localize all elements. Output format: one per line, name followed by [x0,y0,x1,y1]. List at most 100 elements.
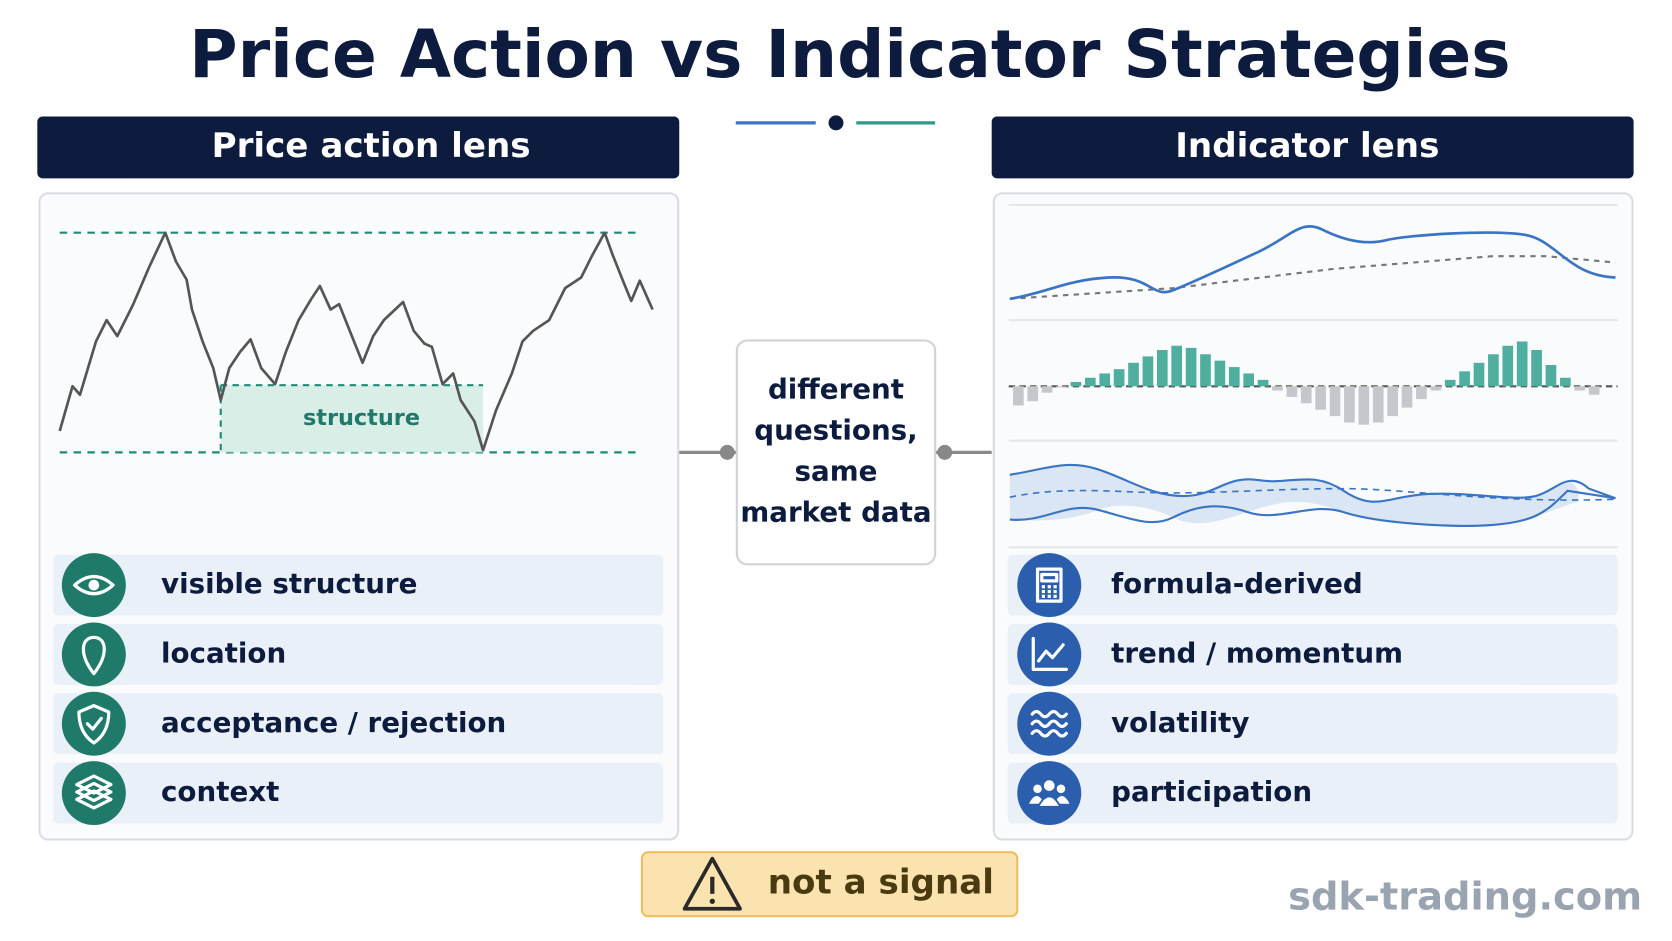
histogram-bar [1041,386,1053,393]
item-icon [61,691,126,756]
icon-glyph [1033,784,1042,794]
icon-glyph [1047,594,1051,598]
icon-glyph [75,781,113,803]
icon-glyph [1030,729,1068,738]
histogram-bar [1387,386,1398,417]
histogram-bar [1128,362,1139,387]
histogram-bar [1502,345,1514,387]
item-row [1007,624,1618,685]
icon-glyph [1053,585,1057,589]
center-text: different questions, same market data [740,373,931,529]
histogram-bar [1185,347,1197,387]
histogram-bar [1588,386,1600,395]
icon-glyph [1037,643,1065,663]
icon-glyph [1040,572,1059,583]
structure-zone [220,385,484,453]
icon-glyph [1031,636,1068,671]
icon-glyph [1053,589,1057,594]
histogram-bar [1084,377,1096,387]
histogram-bar [1171,345,1183,387]
divider-dot [828,115,844,131]
histogram-bar [1272,386,1283,391]
histogram-bar [1516,341,1528,387]
icon-glyph [77,704,111,745]
histogram-bar [1372,386,1384,423]
histogram-bar [1459,371,1470,387]
item-label: volatility [1111,706,1249,739]
icon-glyph [1047,589,1051,594]
title: Price Action vs Indicator Strategies [189,16,1510,93]
icon-glyph [1041,589,1045,594]
icon-glyph [1030,719,1068,728]
item-lists: visible structure location acceptance / re… [53,553,1618,826]
icon-glyph [89,645,99,655]
histogram-bar [1560,377,1571,387]
left-header [37,116,680,179]
price-line [58,231,654,452]
histogram-bar [1531,350,1542,387]
histogram-bar [1243,373,1254,387]
icon-glyph [85,716,103,731]
center-box [735,339,937,566]
histogram-bar [1228,367,1240,387]
histogram-bar [1329,386,1341,417]
item-row [53,624,664,685]
icon-glyph [1053,594,1057,598]
histogram-bar [1401,386,1413,408]
histogram-bar [1444,379,1456,387]
item-label: acceptance / rejection [161,706,506,739]
histogram-bar [1473,362,1485,387]
connector-dot [937,444,953,460]
item-icon [1017,761,1082,826]
right-header-text: Indicator lens [1175,126,1439,166]
item-label: trend / momentum [1111,636,1403,669]
histogram-bar [1200,354,1211,387]
center-line: questions, [754,414,917,447]
left-header-text: Price action lens [212,126,531,166]
indicator-charts [1008,203,1618,549]
icon-glyph [1043,780,1055,791]
right-header [991,116,1634,179]
center-line: same [795,455,878,488]
icon-glyph [1030,709,1068,719]
structure-label: structure [303,405,420,431]
icon-glyph [1056,784,1066,794]
item-row [53,693,664,755]
item-row [53,762,664,824]
icon-glyph [1041,594,1045,598]
histogram-bar [1027,386,1039,402]
histogram-bar [1070,381,1082,387]
histogram-bar [1099,373,1111,387]
warning-text: not a signal [768,863,994,903]
watermark: sdk-trading.com [1288,875,1642,920]
item-label: context [161,775,279,808]
connector-dot [719,444,735,460]
item-label: location [161,636,286,669]
histogram-bar [1056,386,1067,388]
icon-glyph [75,774,113,795]
icon-glyph [88,579,100,591]
center-line: different [768,373,904,406]
histogram-bar [1286,386,1298,397]
icon-glyph [1035,567,1063,603]
icon-glyph [75,789,113,810]
histogram-bar [1214,360,1226,387]
band-lower [1009,489,1616,527]
histogram-bar [1416,386,1427,400]
item-row [1007,693,1618,755]
histogram-bar [1013,386,1024,406]
item-row [53,554,664,616]
histogram-bar [1113,369,1125,387]
warning-icon [682,856,742,911]
item-row [1007,554,1618,616]
icon-glyph [1029,796,1070,806]
histogram-bar [1358,386,1370,425]
item-label: visible structure [161,567,417,600]
center-line: market data [740,496,931,529]
item-label: participation [1111,775,1312,808]
histogram-bar [1142,356,1154,387]
histogram-bar [1315,386,1326,410]
histogram-bar [1574,386,1586,391]
warning-icon [709,898,715,904]
